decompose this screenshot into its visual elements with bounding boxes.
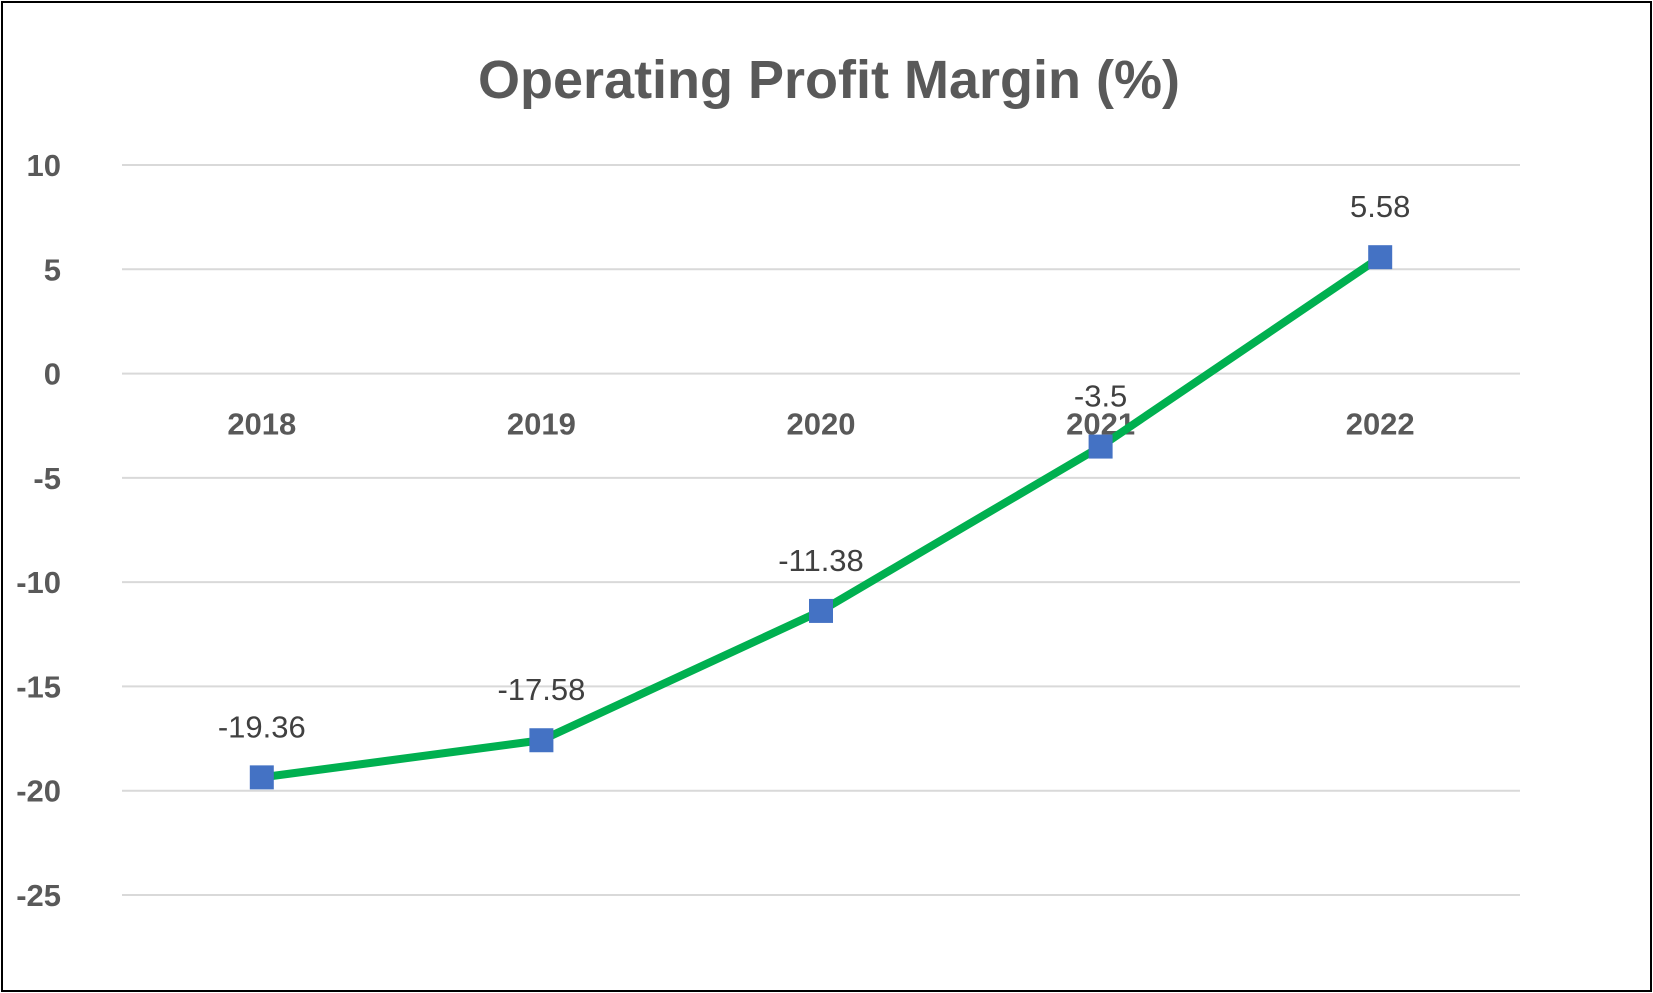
gridlines <box>122 164 1520 896</box>
line-chart: Operating Profit Margin (%) 10 5 0 -5 -10 -15… <box>16 50 1520 913</box>
data-labels: -19.36 -17.58 -11.38 -3.5 5.58 <box>218 189 1411 744</box>
x-tick-label: 2020 <box>787 407 856 442</box>
data-label: -3.5 <box>1074 379 1127 414</box>
x-tick-label: 2018 <box>227 407 296 442</box>
data-label: -11.38 <box>778 543 864 578</box>
x-axis: 2018 2019 2020 2021 2022 <box>227 407 1414 442</box>
series-markers <box>249 245 1393 790</box>
data-point-marker <box>1088 434 1113 459</box>
data-label: -19.36 <box>218 709 306 744</box>
y-axis: 10 5 0 -5 -10 -15 -20 -25 <box>16 148 61 913</box>
data-point-marker <box>249 765 274 790</box>
series-line <box>257 253 1385 782</box>
y-tick-label: -15 <box>16 669 61 704</box>
data-label: 5.58 <box>1350 189 1410 224</box>
x-tick-label: 2022 <box>1346 407 1415 442</box>
y-tick-label: 10 <box>27 148 61 183</box>
data-point-marker <box>529 728 554 753</box>
data-point-marker <box>809 598 833 623</box>
data-point-marker <box>1368 245 1393 270</box>
y-tick-label: -10 <box>16 565 61 600</box>
y-tick-label: -25 <box>16 878 61 913</box>
chart-title: Operating Profit Margin (%) <box>478 50 1180 110</box>
y-tick-label: 5 <box>44 252 61 287</box>
series-polyline <box>257 253 1385 782</box>
y-tick-label: 0 <box>44 357 61 392</box>
data-label: -17.58 <box>497 672 585 707</box>
x-tick-label: 2019 <box>507 407 576 442</box>
y-tick-label: -5 <box>33 461 61 496</box>
y-tick-label: -20 <box>16 774 61 809</box>
